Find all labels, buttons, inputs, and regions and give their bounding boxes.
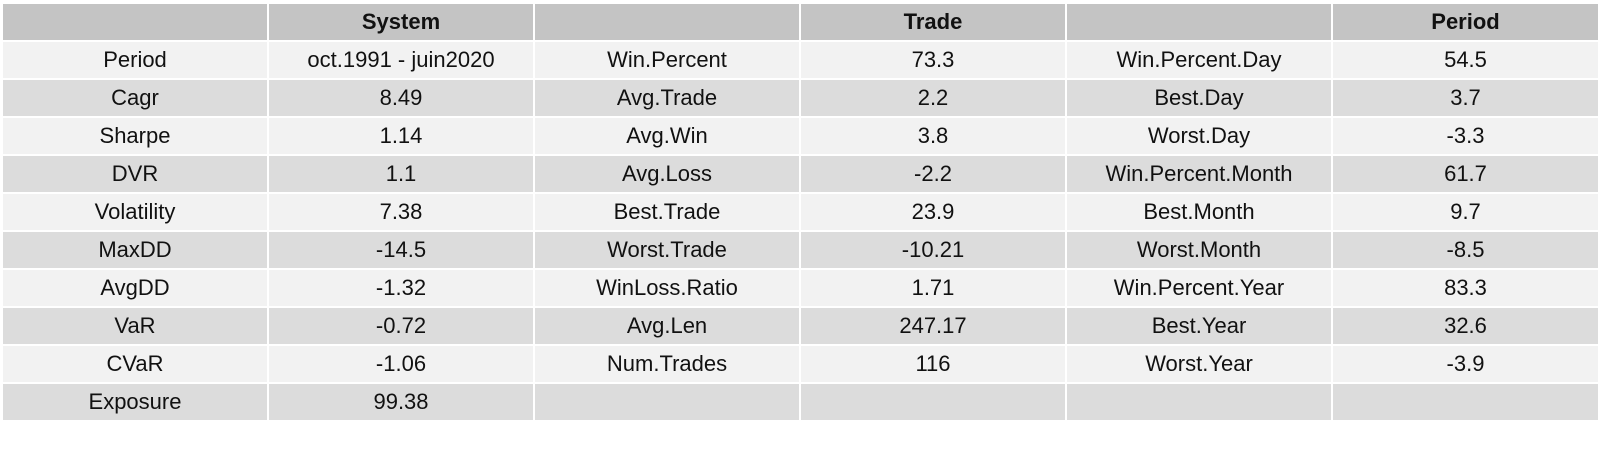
period-metric-label: Win.Percent.Year — [1065, 268, 1333, 308]
trade-metric-value: 1.71 — [799, 268, 1067, 308]
header-period: Period — [1331, 2, 1600, 42]
table-row: Exposure 99.38 — [1, 382, 1600, 422]
system-metric-label: VaR — [1, 306, 269, 346]
table-row: MaxDD -14.5 Worst.Trade -10.21 Worst.Month -8… — [1, 230, 1600, 270]
trade-metric-label: WinLoss.Ratio — [533, 268, 801, 308]
system-metric-value: 8.49 — [267, 78, 535, 118]
trade-metric-value: -10.21 — [799, 230, 1067, 270]
header-row: System Trade Period — [1, 2, 1600, 42]
trade-metric-label: Avg.Loss — [533, 154, 801, 194]
trade-metric-label: Avg.Trade — [533, 78, 801, 118]
system-metric-value: 1.1 — [267, 154, 535, 194]
trade-metric-label: Avg.Win — [533, 116, 801, 156]
system-metric-value: -1.06 — [267, 344, 535, 384]
period-metric-value: -3.3 — [1331, 116, 1600, 156]
period-metric-value — [1331, 382, 1600, 422]
trade-metric-value: 247.17 — [799, 306, 1067, 346]
period-metric-label: Worst.Month — [1065, 230, 1333, 270]
system-metric-value: oct.1991 - juin2020 — [267, 40, 535, 80]
trade-metric-label: Avg.Len — [533, 306, 801, 346]
system-metric-label: Period — [1, 40, 269, 80]
period-metric-value: 3.7 — [1331, 78, 1600, 118]
trade-metric-label: Win.Percent — [533, 40, 801, 80]
trade-metric-label: Num.Trades — [533, 344, 801, 384]
system-metric-value: 99.38 — [267, 382, 535, 422]
system-metric-value: -1.32 — [267, 268, 535, 308]
period-metric-value: -8.5 — [1331, 230, 1600, 270]
header-cell — [1065, 2, 1333, 42]
period-metric-label: Worst.Day — [1065, 116, 1333, 156]
system-metric-value: -14.5 — [267, 230, 535, 270]
trade-metric-value: 116 — [799, 344, 1067, 384]
system-metric-label: Volatility — [1, 192, 269, 232]
period-metric-value: 9.7 — [1331, 192, 1600, 232]
trade-metric-label: Best.Trade — [533, 192, 801, 232]
header-system: System — [267, 2, 535, 42]
trade-metric-label — [533, 382, 801, 422]
trade-metric-value: 23.9 — [799, 192, 1067, 232]
table-row: Sharpe 1.14 Avg.Win 3.8 Worst.Day -3.3 — [1, 116, 1600, 156]
table-row: CVaR -1.06 Num.Trades 116 Worst.Year -3.9 — [1, 344, 1600, 384]
table-row: Cagr 8.49 Avg.Trade 2.2 Best.Day 3.7 — [1, 78, 1600, 118]
period-metric-label — [1065, 382, 1333, 422]
system-metric-value: -0.72 — [267, 306, 535, 346]
period-metric-label: Best.Day — [1065, 78, 1333, 118]
system-metric-value: 1.14 — [267, 116, 535, 156]
system-metric-label: Sharpe — [1, 116, 269, 156]
table-row: DVR 1.1 Avg.Loss -2.2 Win.Percent.Month 61.7 — [1, 154, 1600, 194]
system-metric-label: CVaR — [1, 344, 269, 384]
system-metric-label: AvgDD — [1, 268, 269, 308]
system-metric-label: Cagr — [1, 78, 269, 118]
system-metric-label: MaxDD — [1, 230, 269, 270]
period-metric-label: Win.Percent.Month — [1065, 154, 1333, 194]
table-row: AvgDD -1.32 WinLoss.Ratio 1.71 Win.Percent.Y… — [1, 268, 1600, 308]
period-metric-label: Best.Month — [1065, 192, 1333, 232]
trade-metric-value: 2.2 — [799, 78, 1067, 118]
period-metric-label: Win.Percent.Day — [1065, 40, 1333, 80]
trade-metric-label: Worst.Trade — [533, 230, 801, 270]
performance-stats-table: System Trade Period Period oct.1991 - jui… — [1, 2, 1600, 422]
period-metric-value: 83.3 — [1331, 268, 1600, 308]
system-metric-label: DVR — [1, 154, 269, 194]
trade-metric-value: 73.3 — [799, 40, 1067, 80]
header-trade: Trade — [799, 2, 1067, 42]
table-row: VaR -0.72 Avg.Len 247.17 Best.Year 32.6 — [1, 306, 1600, 346]
period-metric-value: 61.7 — [1331, 154, 1600, 194]
period-metric-value: -3.9 — [1331, 344, 1600, 384]
period-metric-value: 54.5 — [1331, 40, 1600, 80]
header-cell — [1, 2, 269, 42]
period-metric-label: Worst.Year — [1065, 344, 1333, 384]
period-metric-label: Best.Year — [1065, 306, 1333, 346]
trade-metric-value — [799, 382, 1067, 422]
system-metric-label: Exposure — [1, 382, 269, 422]
table-row: Volatility 7.38 Best.Trade 23.9 Best.Month 9.… — [1, 192, 1600, 232]
table-row: Period oct.1991 - juin2020 Win.Percent 73.3… — [1, 40, 1600, 80]
trade-metric-value: 3.8 — [799, 116, 1067, 156]
trade-metric-value: -2.2 — [799, 154, 1067, 194]
system-metric-value: 7.38 — [267, 192, 535, 232]
header-cell — [533, 2, 801, 42]
period-metric-value: 32.6 — [1331, 306, 1600, 346]
